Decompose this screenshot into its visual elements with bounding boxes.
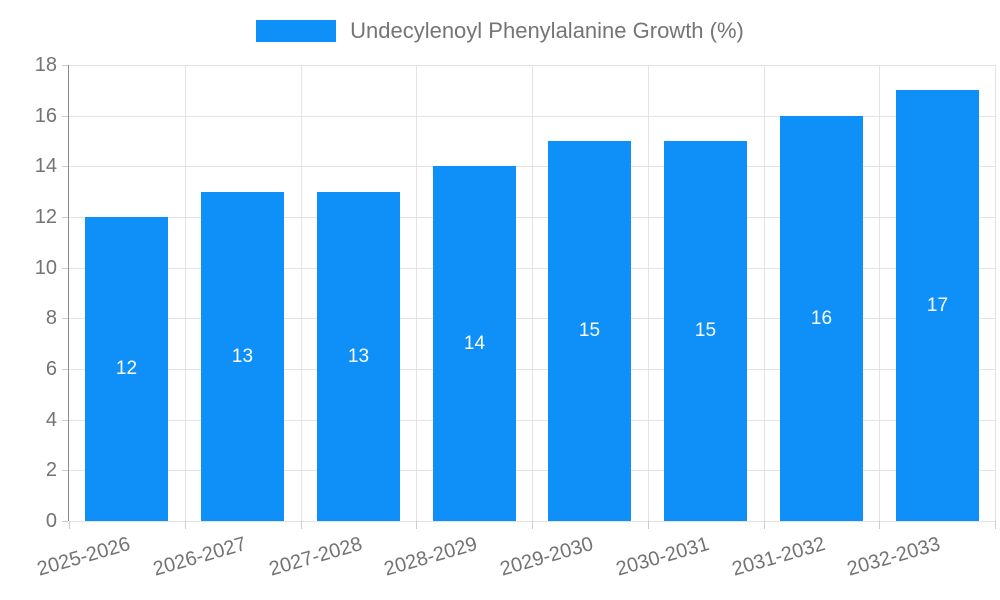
plot-area: 0 2 4 6 8 10 12 14 16 18 12 13 13 14 15 15 16 17 2025-2026… <box>35 54 996 581</box>
x-tick-label: 2027-2028 <box>266 533 365 581</box>
bar-value-label: 13 <box>347 345 370 367</box>
bar-value-label: 17 <box>926 294 949 316</box>
x-axis-tick <box>995 521 996 529</box>
bar-2026-2027[interactable]: 13 <box>201 192 284 521</box>
legend-label: Undecylenoyl Phenylalanine Growth (%) <box>350 18 744 43</box>
y-axis-tick <box>62 470 68 472</box>
bar-2029-2030[interactable]: 15 <box>548 141 631 521</box>
x-axis-tick <box>763 521 765 529</box>
x-gridline <box>532 65 533 521</box>
x-gridline <box>184 65 186 521</box>
y-tick-label: 10 <box>34 256 57 279</box>
bar-2027-2028[interactable]: 13 <box>317 192 400 521</box>
y-axis-tick <box>62 166 68 168</box>
bar-value-label: 15 <box>578 320 601 341</box>
x-tick-label: 2026-2027 <box>150 533 249 581</box>
y-axis-tick <box>62 115 68 117</box>
x-tick-label: 2030-2031 <box>613 533 712 581</box>
bar-2030-2031[interactable]: 15 <box>664 141 747 521</box>
y-tick-label: 4 <box>45 408 57 431</box>
y-axis-line <box>68 65 69 521</box>
y-axis-tick <box>62 369 68 370</box>
x-axis-tick <box>532 521 533 529</box>
bar-value-label: 13 <box>231 345 254 367</box>
bar-value-label: 12 <box>115 358 138 379</box>
y-axis-tick <box>62 217 68 218</box>
y-axis-tick <box>62 318 68 320</box>
x-axis-tick <box>647 521 649 529</box>
y-tick-label: 18 <box>34 54 57 76</box>
x-axis-tick <box>879 521 881 529</box>
bar-2032-2033[interactable]: 17 <box>896 90 979 521</box>
y-tick-label: 12 <box>34 206 57 228</box>
x-axis-tick <box>416 521 418 529</box>
bar-value-label: 15 <box>694 320 717 341</box>
x-tick-label: 2029-2030 <box>497 533 596 581</box>
x-gridline <box>300 65 302 521</box>
y-tick-label: 8 <box>45 307 57 330</box>
x-tick-label: 2025-2026 <box>34 533 133 581</box>
bar-value-label: 14 <box>463 332 486 354</box>
legend[interactable]: Undecylenoyl Phenylalanine Growth (%) <box>0 18 1000 44</box>
y-tick-label: 16 <box>34 104 57 127</box>
y-axis-tick <box>62 267 68 269</box>
x-gridline <box>879 65 881 521</box>
x-axis-tick <box>300 521 302 529</box>
bar-2031-2032[interactable]: 16 <box>780 116 863 521</box>
y-tick-label: 6 <box>45 358 57 380</box>
x-gridline <box>416 65 418 521</box>
y-tick-label: 0 <box>45 510 57 532</box>
y-axis-tick <box>62 419 68 421</box>
y-tick-label: 14 <box>34 155 57 178</box>
x-gridline <box>995 65 996 521</box>
x-axis-tick <box>69 521 70 529</box>
x-gridline <box>763 65 765 521</box>
y-tick-label: 2 <box>45 459 57 482</box>
x-tick-label: 2031-2032 <box>729 533 828 581</box>
x-tick-label: 2028-2029 <box>382 533 481 581</box>
x-tick-label: 2032-2033 <box>845 533 944 581</box>
x-axis-tick <box>184 521 186 529</box>
y-axis-tick <box>62 65 68 66</box>
bar-value-label: 16 <box>810 307 833 329</box>
x-gridline <box>647 65 649 521</box>
y-axis-tick <box>62 521 68 522</box>
legend-swatch <box>256 20 337 42</box>
bar-2028-2029[interactable]: 14 <box>433 166 516 521</box>
bar-2025-2026[interactable]: 12 <box>85 217 168 521</box>
